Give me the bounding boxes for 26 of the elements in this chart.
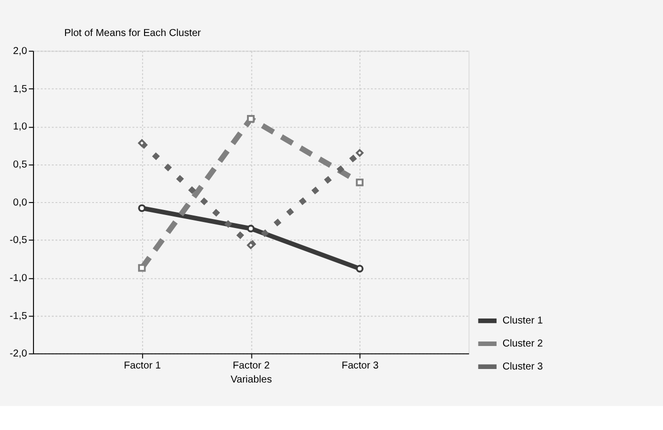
y-tick-label: 1,0 bbox=[13, 122, 28, 133]
y-tick-label: -0,5 bbox=[10, 235, 28, 246]
x-tick-label: Factor 3 bbox=[342, 360, 380, 372]
x-tick-label: Factor 1 bbox=[124, 360, 162, 372]
y-tick-label: -2,0 bbox=[10, 348, 28, 360]
point bbox=[356, 264, 364, 272]
point bbox=[246, 224, 255, 232]
y-tick-label: 0,5 bbox=[13, 159, 28, 170]
legend-label: Cluster 3 bbox=[502, 361, 544, 372]
point bbox=[246, 115, 255, 123]
y-tick-label: 1,5 bbox=[13, 84, 28, 95]
point bbox=[246, 241, 255, 250]
y-tick-label: 2,0 bbox=[13, 46, 28, 57]
point bbox=[356, 149, 364, 157]
point bbox=[356, 178, 364, 186]
point bbox=[138, 264, 146, 272]
y-tick-label: -1,5 bbox=[10, 310, 28, 322]
x-tick-label: Factor 2 bbox=[232, 360, 270, 372]
point bbox=[138, 204, 146, 212]
y-tick-label: -1,0 bbox=[10, 272, 28, 284]
x-axis-title: Variables bbox=[230, 374, 272, 386]
chart-title: Plot of Means for Each Cluster bbox=[64, 28, 202, 40]
y-tick-label: 0,0 bbox=[13, 197, 28, 208]
legend-label: Cluster 2 bbox=[502, 338, 544, 350]
legend-label: Cluster 1 bbox=[502, 316, 544, 327]
point bbox=[138, 139, 146, 147]
